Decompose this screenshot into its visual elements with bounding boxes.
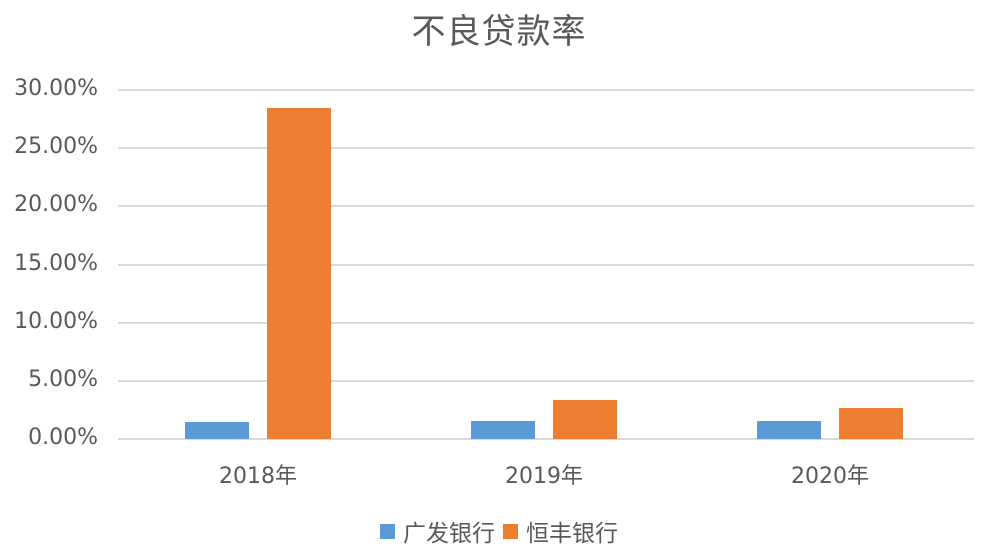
gridline	[118, 321, 974, 324]
bar-series-2	[839, 407, 903, 439]
gridline	[118, 89, 974, 91]
bar-series-1	[471, 420, 535, 439]
legend-item: 恒丰银行	[503, 514, 618, 548]
legend-label: 恒丰银行	[526, 521, 618, 547]
legend: 广发银行 恒丰银行	[0, 514, 998, 548]
y-tick-label: 0.00%	[28, 425, 98, 450]
legend-swatch-icon	[503, 523, 518, 539]
gridline	[118, 263, 974, 266]
bar-series-2	[267, 107, 331, 439]
gridline	[118, 379, 974, 382]
x-tick-label: 2019年	[505, 464, 583, 489]
gridline	[118, 205, 974, 208]
x-tick-label: 2018年	[219, 464, 297, 489]
bar-series-1	[757, 420, 821, 439]
y-tick-label: 30.00%	[14, 76, 98, 101]
bar-series-2	[553, 400, 617, 439]
legend-label: 广发银行	[403, 521, 495, 547]
y-tick-label: 15.00%	[14, 250, 98, 276]
gridline	[118, 147, 974, 150]
y-tick-label: 20.00%	[14, 192, 98, 218]
legend-swatch-icon	[380, 523, 395, 539]
y-tick-label: 5.00%	[28, 366, 98, 392]
y-tick-label: 25.00%	[14, 134, 98, 160]
y-tick-label: 10.00%	[14, 308, 98, 334]
chart-title: 不良贷款率	[411, 12, 587, 52]
bar-series-1	[185, 422, 249, 439]
gridline	[118, 438, 974, 440]
legend-item: 广发银行	[380, 514, 495, 548]
x-tick-label: 2020年	[791, 464, 869, 489]
